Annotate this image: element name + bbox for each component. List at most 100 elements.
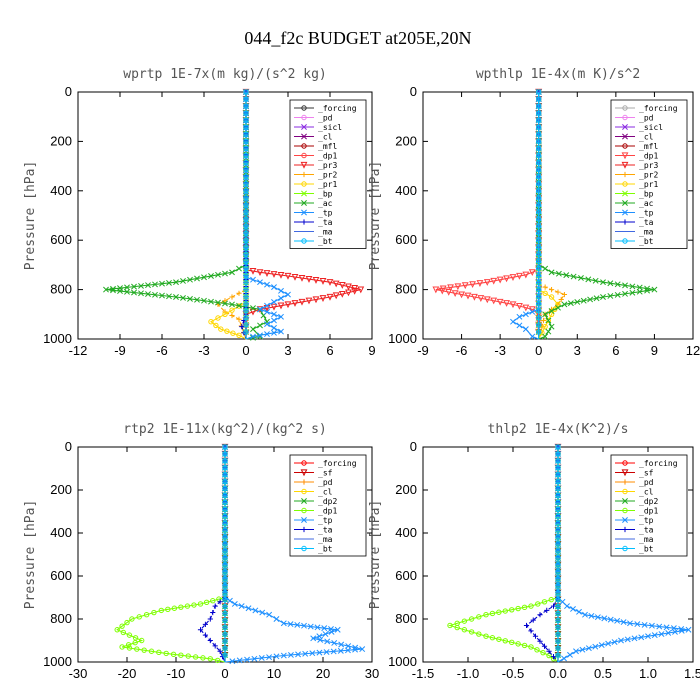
chart-panel-2: wpthlp 1E-4x(m K)/s^2 Pressure [hPa] 0 200 4… (368, 67, 700, 358)
legend-marker (301, 171, 307, 178)
series-point (222, 617, 228, 624)
x-tick-label: 0.5 (594, 666, 612, 681)
legend-label: _bt (639, 237, 654, 246)
series-point (285, 291, 291, 298)
series-point (236, 265, 242, 272)
series-point (555, 472, 561, 478)
legend-marker (622, 171, 628, 178)
legend-marker (621, 469, 629, 477)
x-tick-label: 0.0 (549, 666, 567, 681)
plot-frame (77, 91, 373, 340)
series-point (352, 644, 359, 651)
series-point (264, 302, 270, 309)
series-point (555, 652, 561, 658)
series-point (555, 603, 561, 610)
series-point (243, 244, 249, 250)
series-point (536, 159, 542, 166)
series-point (298, 274, 306, 282)
series-point (555, 527, 561, 533)
series-point (555, 465, 561, 471)
series-point (587, 296, 594, 303)
series-point (536, 131, 542, 138)
series-point (678, 625, 685, 632)
series-point (600, 279, 606, 286)
series-point (574, 298, 581, 305)
series-point (516, 313, 523, 320)
series-point (126, 632, 133, 638)
series-point (624, 636, 631, 643)
series-point (243, 315, 249, 321)
series-point (243, 237, 249, 243)
series-point (243, 145, 249, 152)
legend-label: _forcing (639, 459, 678, 468)
series-point (270, 303, 278, 311)
series-point (239, 324, 245, 330)
series-point (278, 295, 284, 302)
series-point (545, 328, 552, 335)
series-point (158, 607, 165, 614)
x-tick-label: 20 (316, 666, 330, 681)
series-point (516, 302, 523, 310)
legend-label: _ma (318, 535, 333, 544)
series-line-dp1 (435, 92, 540, 339)
y-tick-label: 1000 (388, 654, 417, 669)
y-tick-label: 0 (65, 439, 72, 454)
series-point (287, 621, 294, 628)
series-point (192, 654, 199, 660)
series-point (627, 620, 633, 627)
series-point (145, 291, 151, 297)
series-point (222, 645, 228, 651)
legend-marker (622, 498, 628, 504)
y-tick-label: 400 (395, 183, 417, 198)
series-point (278, 313, 284, 320)
series-point (243, 131, 249, 138)
series-point (222, 300, 228, 307)
series-point (257, 332, 263, 339)
legend-label: _ac (318, 199, 333, 208)
legend-marker (301, 219, 307, 225)
series-point (536, 279, 542, 286)
series-point (536, 181, 542, 187)
legend-label: _bt (318, 237, 333, 246)
series-point (257, 306, 263, 313)
series-point (187, 295, 193, 302)
series-point (454, 283, 462, 291)
y-tick-label: 800 (395, 611, 417, 626)
series-point (243, 286, 249, 293)
series-point (287, 652, 294, 658)
series-point (555, 555, 561, 561)
legend-label: _sf (318, 469, 333, 478)
x-tick-label: -0.5 (502, 666, 524, 681)
series-point (243, 89, 249, 95)
series-point (266, 654, 273, 661)
series-point (222, 311, 228, 317)
series-point (536, 237, 542, 243)
series-point (622, 282, 628, 289)
series-point (536, 216, 542, 222)
y-tick-label: 600 (395, 568, 417, 583)
legend-marker (301, 545, 307, 552)
series-point (536, 244, 542, 250)
series-point (542, 311, 549, 318)
series-point (555, 576, 561, 582)
series-point (555, 458, 561, 464)
series-point (536, 195, 542, 201)
series-point (243, 209, 249, 215)
series-point (614, 617, 621, 624)
series-point (576, 608, 582, 615)
series-point (273, 653, 280, 660)
series-point (542, 323, 548, 330)
series-point (476, 614, 482, 620)
series-point (310, 635, 317, 642)
legend-label: _ma (318, 228, 333, 237)
series-point (270, 271, 278, 278)
series-point (559, 598, 566, 605)
series-point (509, 639, 515, 646)
series-point (317, 636, 324, 643)
series-point (222, 596, 228, 603)
series-point (534, 647, 540, 653)
legend-label: _sf (639, 469, 654, 478)
figure-title: 044_f2c BUDGET at205E,20N (244, 28, 471, 48)
x-tick-label: 9 (368, 343, 375, 358)
